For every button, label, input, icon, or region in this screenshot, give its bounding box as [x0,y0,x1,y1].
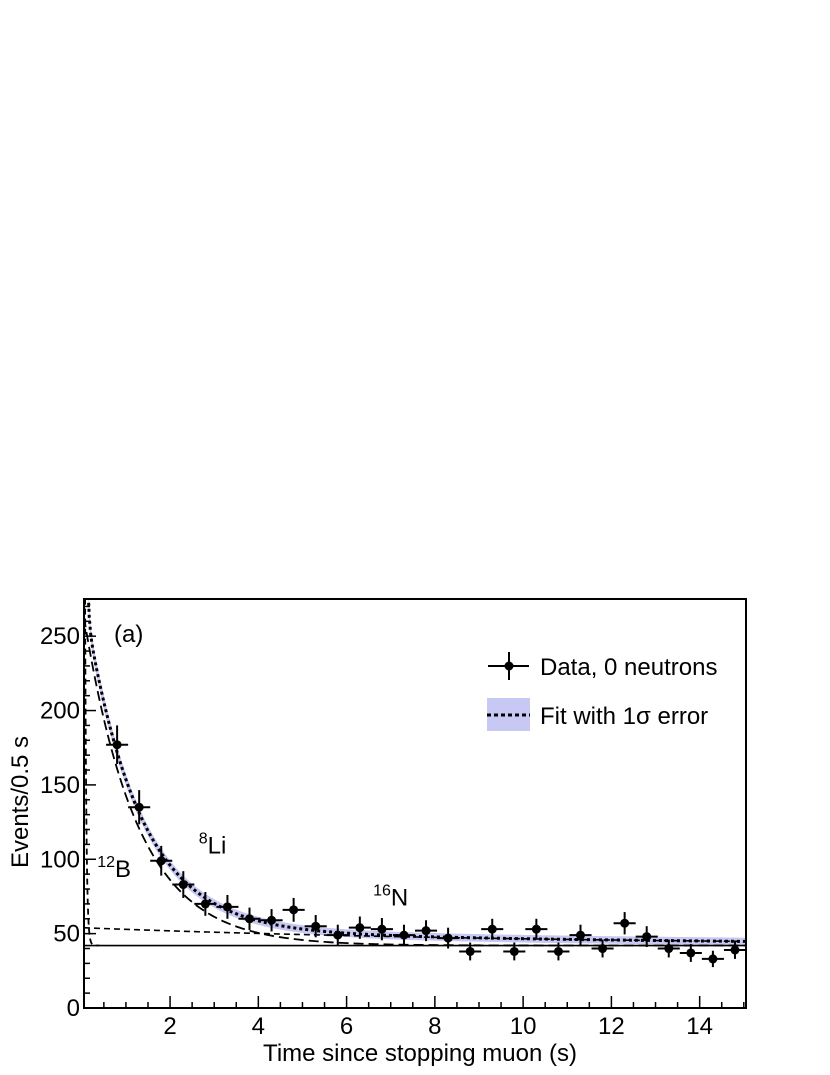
data-point-marker [421,926,431,936]
data-point [304,915,327,938]
y-tick-label: 50 [53,921,80,948]
data-point [150,845,173,876]
fit-curve-layer [87,599,746,943]
plot-area [84,599,746,968]
data-point [635,926,658,948]
data-point [459,942,482,961]
panel-label: (a) [114,621,143,648]
data-point [282,897,305,922]
isotope-label: 8Li [199,830,227,859]
data-point [370,918,393,941]
isotope-mass-number: 8 [199,830,208,847]
axis-ticks [84,605,745,1009]
data-point [679,944,702,962]
data-point [503,942,526,961]
legend-data-marker-dot [504,661,514,671]
data-point-marker [642,932,652,942]
y-tick-label: 150 [40,772,80,799]
data-point [657,939,680,958]
y-tick-label: 100 [40,846,80,873]
b12-component-curve [84,599,100,947]
data-point [437,927,460,949]
x-axis-label: Time since stopping muon (s) [263,1040,577,1067]
data-point [348,916,371,939]
data-point-marker [465,946,475,956]
data-point-marker [620,918,630,928]
data-point [392,924,415,946]
data-point [216,894,239,919]
data-point [238,907,261,930]
tick-labels: 2 4 6 8 10 12 14 0 50 100 150 200 250 [40,623,713,1040]
data-points [106,725,746,968]
x-tick-label: 10 [510,1013,537,1040]
data-point-marker [686,948,696,958]
data-point-marker [399,930,409,940]
isotope-annotations: 12B 8Li 16N [97,830,408,911]
data-point-marker [267,915,277,925]
x-tick-label: 8 [428,1013,441,1040]
data-point-marker [487,924,497,934]
total-fit-curve [87,599,746,943]
y-tick-label: 250 [40,623,80,650]
isotope-label: 16N [373,882,408,911]
data-point [194,891,217,916]
li8-component-curve [84,617,746,947]
y-axis-label: Events/0.5 s [7,736,34,868]
data-point [481,918,504,940]
data-point [547,942,570,961]
data-point [701,950,724,968]
data-point-marker [178,880,188,890]
plot-frame [83,598,747,1009]
data-point-marker [553,946,563,956]
data-point-marker [311,921,321,931]
data-point-marker [598,944,608,954]
x-tick-label: 4 [252,1013,265,1040]
data-point-marker [531,924,541,934]
data-point [326,924,349,946]
data-point [172,871,195,898]
data-point-marker [377,924,387,934]
y-tick-label: 0 [67,995,80,1022]
x-tick-label: 6 [340,1013,353,1040]
data-point [525,918,548,940]
legend: Data, 0 neutrons Fit with 1σ error [487,652,717,731]
legend-fit-label: Fit with 1σ error [540,703,708,730]
data-point-marker [134,802,144,812]
data-point-marker [200,899,210,909]
data-point-marker [730,945,740,955]
isotope-mass-number: 16 [373,882,391,899]
data-point-marker [355,923,365,933]
data-point-marker [112,740,122,750]
x-tick-label: 14 [686,1013,713,1040]
data-point-marker [708,954,718,964]
isotope-label: 12B [97,854,131,883]
data-point [569,924,592,946]
data-point-marker [509,946,519,956]
data-point [106,725,129,765]
data-point [723,941,746,959]
data-point-marker [245,914,254,924]
isotope-symbol: B [115,856,131,883]
legend-data-label: Data, 0 neutrons [540,654,717,681]
data-point [415,920,438,942]
data-point-marker [289,905,299,915]
data-point-marker [333,930,343,940]
data-point-marker [576,930,585,940]
data-point [613,912,636,935]
data-point [128,790,151,825]
x-tick-label: 2 [163,1013,176,1040]
x-tick-label: 12 [598,1013,625,1040]
data-point [591,939,614,958]
isotope-symbol: N [391,884,408,911]
data-point-marker [443,933,453,943]
data-point-marker [222,902,232,912]
data-point-marker [156,856,166,866]
isotope-symbol: Li [208,832,227,859]
isotope-mass-number: 12 [97,854,115,871]
data-point [260,909,283,932]
data-point-marker [664,944,674,954]
y-tick-label: 200 [40,698,80,725]
